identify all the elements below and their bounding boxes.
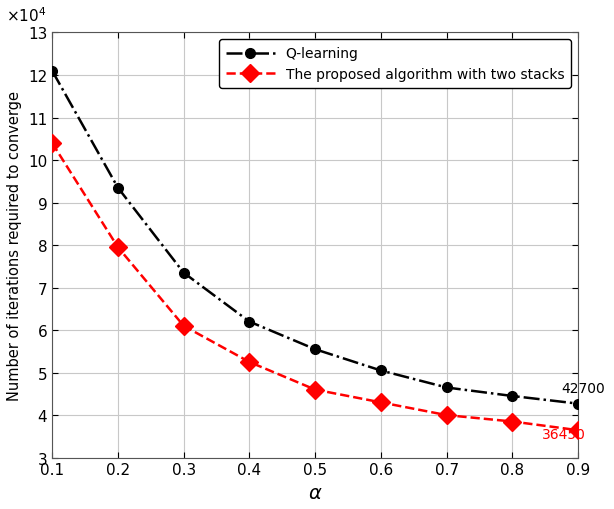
Text: 42700: 42700 [562, 381, 605, 395]
Legend: Q-learning, The proposed algorithm with two stacks: Q-learning, The proposed algorithm with … [219, 40, 571, 89]
Q-learning [114, 185, 122, 191]
The proposed algorithm with two stacks [246, 359, 253, 365]
The proposed algorithm with two stacks [180, 323, 187, 329]
X-axis label: α: α [309, 483, 322, 502]
Text: $\times10^4$: $\times10^4$ [6, 6, 47, 25]
Y-axis label: Number of iterations required to converge: Number of iterations required to converg… [7, 91, 22, 400]
Q-learning [575, 401, 582, 407]
The proposed algorithm with two stacks [49, 140, 56, 147]
Q-learning [246, 319, 253, 325]
The proposed algorithm with two stacks [575, 428, 582, 434]
Q-learning [443, 385, 450, 391]
Q-learning [377, 367, 384, 374]
Q-learning [180, 270, 187, 276]
Q-learning [311, 347, 319, 353]
The proposed algorithm with two stacks [114, 245, 122, 251]
The proposed algorithm with two stacks [509, 418, 516, 425]
The proposed algorithm with two stacks [443, 412, 450, 418]
Text: 36450: 36450 [542, 427, 586, 441]
Q-learning [49, 69, 56, 75]
Q-learning [509, 393, 516, 399]
The proposed algorithm with two stacks [377, 400, 384, 406]
Line: Q-learning: Q-learning [47, 67, 583, 409]
Line: The proposed algorithm with two stacks: The proposed algorithm with two stacks [46, 137, 585, 437]
The proposed algorithm with two stacks [311, 387, 319, 393]
